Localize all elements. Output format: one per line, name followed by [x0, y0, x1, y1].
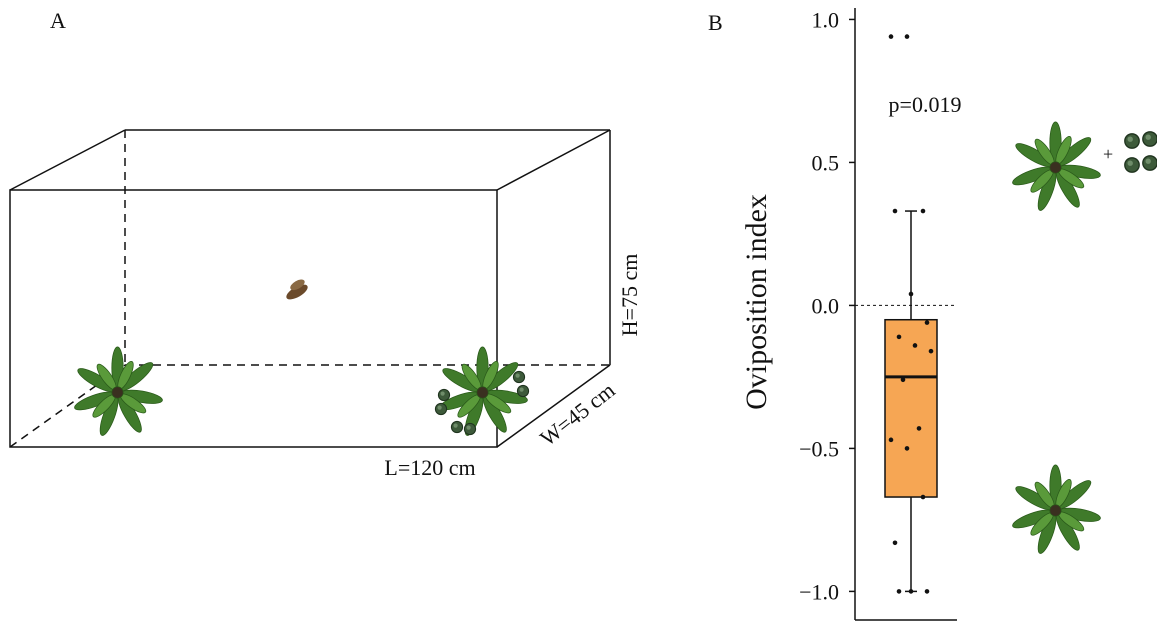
data-point [897, 589, 902, 594]
data-point [889, 438, 894, 443]
y-tick-label: −0.5 [799, 436, 839, 461]
panel-label: A [50, 8, 66, 33]
plant-icon [73, 347, 164, 437]
panel-b: B Oviposition index p=0.019 + −1.0 −0.5 0.… [708, 7, 1157, 620]
panel-a: A L=120 cm W=45 cm H=75 cm [10, 8, 642, 480]
y-axis-label: Oviposition index [740, 194, 773, 410]
data-point [917, 426, 922, 431]
egg-cluster [1125, 132, 1157, 172]
data-point [905, 446, 910, 451]
data-point [901, 377, 906, 382]
annotation: p=0.019 [889, 92, 962, 117]
height-label: H=75 cm [617, 254, 642, 337]
data-point [921, 495, 926, 500]
plant-icon [438, 347, 529, 437]
length-label: L=120 cm [384, 455, 475, 480]
data-point [909, 589, 914, 594]
y-tick-label: −1.0 [799, 579, 839, 604]
data-point [893, 209, 898, 214]
moth-icon [282, 277, 310, 302]
y-tick-label: 1.0 [812, 7, 840, 32]
data-point [921, 209, 926, 214]
figure: A L=120 cm W=45 cm H=75 cm [0, 0, 1157, 621]
data-point [909, 292, 914, 297]
data-point [925, 589, 930, 594]
data-point [929, 349, 934, 354]
plant-icon [1011, 122, 1102, 212]
plus-sign: + [1103, 144, 1113, 164]
data-point [893, 540, 898, 545]
data-point [889, 34, 894, 39]
data-point [897, 335, 902, 340]
panel-label: B [708, 10, 723, 35]
data-point [925, 320, 930, 325]
data-point [913, 343, 918, 348]
plant-icon [1011, 465, 1102, 555]
y-tick-label: 0.5 [812, 150, 840, 175]
y-tick-label: 0.0 [812, 293, 840, 318]
data-point [905, 34, 910, 39]
box [885, 320, 937, 497]
